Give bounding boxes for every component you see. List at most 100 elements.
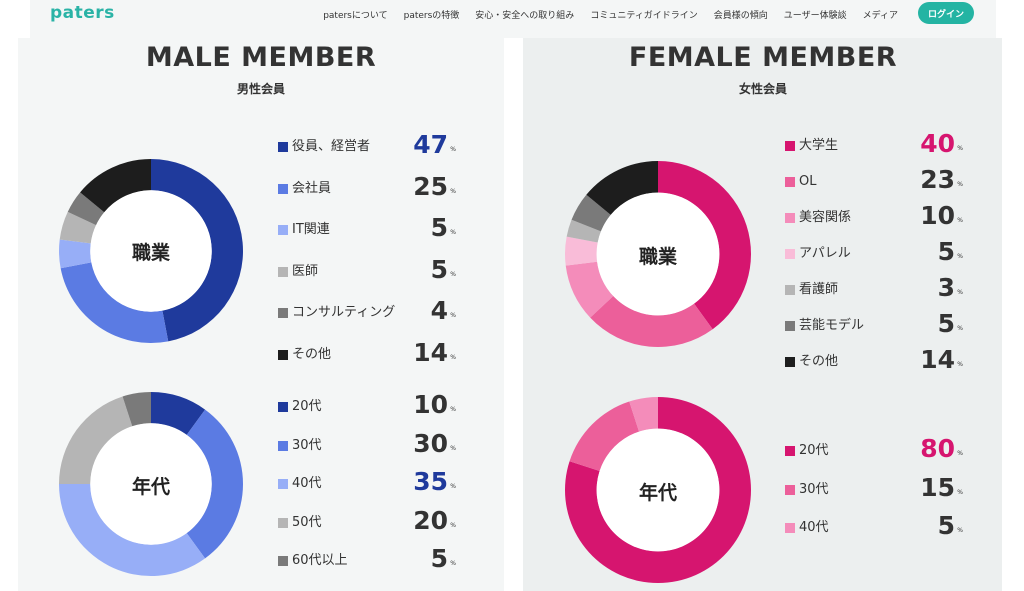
female-job-legend-label: その他 — [799, 354, 839, 369]
female-job-slice-2 — [565, 261, 614, 318]
nav-guidelines[interactable]: コミュニティガイドライン — [590, 10, 698, 21]
female-job-legend-unit: % — [957, 253, 963, 260]
male-age-legend-swatch — [278, 517, 288, 528]
male-job-legend-row: コンサルティング 4% — [278, 296, 458, 326]
male-job-legend-label: 会社員 — [292, 180, 332, 196]
male-job-legend-value: 4 — [430, 296, 448, 325]
female-panel-subtitle: 女性会員 — [738, 82, 787, 96]
female-age-slice-2 — [629, 397, 658, 432]
male-job-legend-unit: % — [450, 312, 456, 319]
male-member-panel: MALE MEMBER 男性会員 職業 役員、経営者 47% 会社員 25% IT関連 5… — [18, 38, 504, 591]
female-job-legend-row: 芸能モデル 5% — [785, 309, 965, 339]
female-job-legend-label: 芸能モデル — [799, 318, 865, 333]
female-job-legend-row: その他 14% — [785, 345, 965, 375]
male-job-legend-row: 役員、経営者 47% — [278, 130, 458, 160]
female-age-center-label: 年代 — [638, 482, 677, 504]
female-job-legend-swatch — [785, 249, 795, 259]
male-age-legend-label: 40代 — [292, 476, 322, 491]
female-job-legend-label: 大学生 — [799, 138, 839, 153]
male-job-legend-value: 5 — [430, 213, 448, 242]
male-job-legend-swatch — [278, 183, 288, 194]
female-job-legend-unit: % — [957, 181, 963, 188]
female-job-donut-chart — [565, 161, 751, 347]
male-age-legend-unit: % — [450, 560, 456, 567]
female-job-legend-label: 看護師 — [799, 282, 839, 297]
male-age-legend-row: 60代以上 5% — [278, 544, 458, 574]
female-age-legend-row: 20代 80% — [785, 434, 965, 464]
male-job-legend-unit: % — [450, 146, 456, 153]
female-age-legend-unit: % — [957, 488, 963, 496]
male-age-legend-swatch — [278, 479, 288, 489]
male-age-legend-unit: % — [450, 406, 456, 413]
female-job-legend-value: 3 — [937, 273, 955, 302]
male-job-donut-chart — [59, 159, 243, 343]
male-age-legend-unit: % — [450, 521, 456, 529]
female-age-legend-label: 40代 — [799, 520, 829, 535]
female-job-legend-swatch — [785, 357, 795, 367]
nav-features[interactable]: patersの特徴 — [403, 10, 460, 21]
female-job-legend-row: 大学生 40% — [785, 129, 965, 159]
male-age-legend-value: 35 — [413, 467, 448, 496]
login-button[interactable]: ログイン — [918, 2, 974, 24]
nav-member-trends[interactable]: 会員様の傾向 — [713, 10, 768, 21]
female-job-legend-swatch — [785, 213, 795, 223]
female-job-slice-0 — [658, 161, 751, 330]
female-job-legend-unit: % — [957, 289, 963, 296]
female-job-legend-label: 美容関係 — [799, 210, 852, 225]
female-job-legend-swatch — [785, 321, 795, 331]
male-age-slice-3 — [59, 396, 133, 484]
female-job-legend-row: OL 23% — [785, 165, 965, 195]
male-panel-title: MALE MEMBER — [145, 42, 377, 73]
male-age-slice-2 — [59, 484, 206, 576]
female-job-legend-unit: % — [957, 325, 963, 332]
male-age-donut-chart — [59, 392, 244, 576]
female-age-legend-label: 30代 — [799, 481, 829, 497]
female-age-legend-row: 30代 15% — [785, 473, 965, 503]
male-age-legend-value: 30 — [413, 428, 448, 458]
page-edge-right — [1002, 0, 1024, 591]
male-job-slice-3 — [59, 211, 97, 244]
male-job-legend-unit: % — [450, 187, 456, 195]
female-job-legend-unit: % — [957, 145, 963, 152]
nav-about[interactable]: patersについて — [323, 10, 388, 21]
nav-user-stories[interactable]: ユーザー体験談 — [783, 10, 847, 21]
male-job-legend-row: その他 14% — [278, 338, 458, 368]
site-header: paters patersについて patersの特徴 安心・安全への取り組み … — [30, 0, 996, 38]
female-member-panel: FEMALE MEMBER 女性会員 職業 大学生 40% OL 23% 美容関係 10%… — [523, 38, 1003, 591]
female-age-center-hole — [596, 428, 720, 552]
female-job-legend-value: 14 — [920, 345, 955, 374]
page-edge-left — [0, 0, 18, 591]
male-age-center-hole — [90, 423, 212, 545]
male-age-legend-swatch — [278, 440, 288, 451]
male-job-legend-unit: % — [450, 229, 456, 236]
female-job-legend-value: 23 — [920, 165, 955, 194]
female-job-legend-value: 5 — [937, 309, 955, 338]
male-age-legend-label: 20代 — [292, 399, 322, 414]
female-job-legend-label: OL — [799, 174, 817, 189]
male-job-slice-4 — [67, 192, 105, 226]
female-job-legend-value: 40 — [920, 129, 955, 158]
male-job-legend-label: その他 — [292, 346, 332, 362]
female-panel-title: FEMALE MEMBER — [628, 42, 898, 73]
male-age-legend-value: 20 — [413, 505, 448, 535]
female-age-legend-label: 20代 — [799, 443, 829, 458]
site-logo[interactable]: paters — [50, 3, 115, 23]
male-job-legend-value: 14 — [413, 337, 448, 367]
male-job-slice-0 — [151, 159, 243, 342]
male-job-legend-unit: % — [450, 353, 456, 361]
female-job-legend-label: アパレル — [799, 246, 851, 261]
female-job-slice-4 — [566, 219, 601, 243]
male-job-legend-swatch — [278, 142, 288, 152]
male-age-legend-swatch — [278, 402, 288, 412]
female-age-legend-value: 80 — [920, 434, 955, 463]
male-panel-subtitle: 男性会員 — [236, 82, 285, 96]
nav-safety[interactable]: 安心・安全への取り組み — [475, 10, 575, 21]
female-age-legend-row: 40代 5% — [785, 511, 965, 541]
nav-media[interactable]: メディア — [862, 10, 898, 21]
female-age-slice-0 — [565, 397, 751, 583]
male-job-center-label: 職業 — [131, 242, 170, 264]
male-job-legend-value: 5 — [430, 254, 448, 284]
male-age-legend-label: 50代 — [292, 514, 322, 530]
male-age-center-label: 年代 — [131, 476, 170, 498]
male-job-legend-row: IT関連 5% — [278, 213, 458, 243]
